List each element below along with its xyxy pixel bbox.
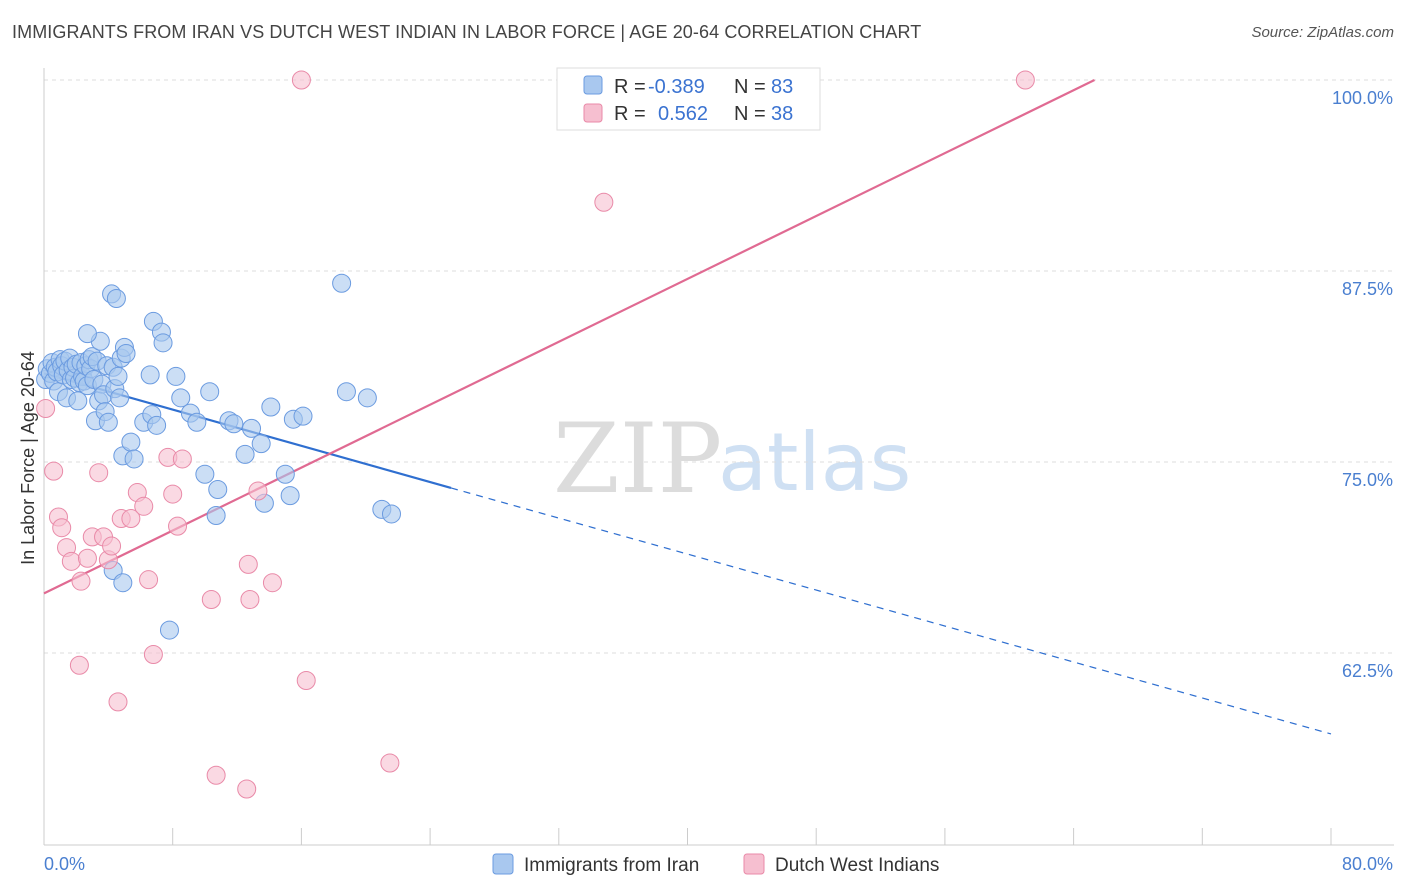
point-dutch-west-indian <box>108 692 128 712</box>
chart-source: Source: ZipAtlas.com <box>1251 24 1394 41</box>
legend-r-label-dutch: R = <box>614 103 646 125</box>
point-iran <box>113 573 133 593</box>
point-dutch-west-indian <box>121 509 141 529</box>
y-tick-label: 75.0% <box>1342 470 1393 490</box>
y-tick-label: 62.5% <box>1342 661 1393 681</box>
legend-r-value-dutch: 0.562 <box>658 103 708 125</box>
legend-swatch-dutch <box>583 103 603 123</box>
point-dutch-west-indian <box>134 496 154 516</box>
x-tick-label-max: 80.0% <box>1342 854 1393 874</box>
legend-r-label-iran: R = <box>614 76 646 98</box>
data-points <box>36 70 1035 799</box>
point-iran <box>121 432 141 452</box>
point-iran <box>336 382 356 402</box>
point-dutch-west-indian <box>77 548 97 568</box>
point-iran <box>77 324 97 344</box>
point-iran <box>200 382 220 402</box>
point-iran <box>106 289 126 309</box>
point-iran <box>332 273 352 293</box>
point-iran <box>242 418 262 438</box>
point-iran <box>280 486 300 506</box>
watermark: ZIP atlas <box>553 403 911 515</box>
point-dutch-west-indian <box>143 645 163 665</box>
point-dutch-west-indian <box>206 765 226 785</box>
watermark-zip: ZIP <box>553 403 722 515</box>
bottom-legend: Immigrants from Iran Dutch West Indians <box>492 853 939 876</box>
y-tick-label: 87.5% <box>1342 279 1393 299</box>
point-iran <box>187 412 207 432</box>
point-iran <box>159 620 179 640</box>
point-iran <box>381 504 401 524</box>
legend-r-value-iran: -0.389 <box>648 76 705 98</box>
point-dutch-west-indian <box>237 779 257 799</box>
point-iran <box>261 397 281 417</box>
axes <box>43 68 1394 846</box>
point-dutch-west-indian <box>44 461 64 481</box>
point-iran <box>98 412 118 432</box>
point-iran <box>224 414 244 434</box>
point-dutch-west-indian <box>172 449 192 469</box>
point-dutch-west-indian <box>238 554 258 574</box>
point-dutch-west-indian <box>1015 70 1035 90</box>
point-iran <box>251 434 271 454</box>
point-dutch-west-indian <box>248 481 268 501</box>
point-dutch-west-indian <box>201 590 221 610</box>
point-iran <box>124 449 144 469</box>
point-iran <box>195 464 215 484</box>
point-iran <box>116 344 136 364</box>
point-dutch-west-indian <box>36 399 56 419</box>
point-iran <box>171 388 191 408</box>
point-dutch-west-indian <box>52 518 72 538</box>
x-tick-label-min: 0.0% <box>44 854 85 874</box>
point-iran <box>208 480 228 500</box>
point-dutch-west-indian <box>89 463 109 483</box>
legend-n-value-iran: 83 <box>771 76 793 98</box>
point-dutch-west-indian <box>380 753 400 773</box>
bottom-legend-swatch-iran <box>492 853 514 875</box>
point-dutch-west-indian <box>594 192 614 212</box>
trend-line-dutch-west-indian <box>43 79 1095 595</box>
point-dutch-west-indian <box>61 551 81 571</box>
point-iran <box>110 388 130 408</box>
point-iran <box>166 366 186 386</box>
point-dutch-west-indian <box>139 570 159 590</box>
point-iran <box>206 505 226 525</box>
point-dutch-west-indian <box>69 655 89 675</box>
legend-n-value-dutch: 38 <box>771 103 793 125</box>
bottom-legend-label-iran: Immigrants from Iran <box>524 855 699 876</box>
chart-title: IMMIGRANTS FROM IRAN VS DUTCH WEST INDIA… <box>12 22 922 42</box>
legend-n-label-dutch: N = <box>734 103 766 125</box>
point-iran <box>357 388 377 408</box>
point-iran <box>275 464 295 484</box>
point-dutch-west-indian <box>240 590 260 610</box>
point-dutch-west-indian <box>291 70 311 90</box>
point-dutch-west-indian <box>71 571 91 591</box>
bottom-legend-label-dutch: Dutch West Indians <box>775 855 939 876</box>
point-iran <box>235 444 255 464</box>
y-tick-label: 100.0% <box>1332 88 1393 108</box>
trend-line-iran-extension <box>450 487 1332 735</box>
y-axis-label: In Labor Force | Age 20-64 <box>18 351 38 565</box>
legend-n-label-iran: N = <box>734 76 766 98</box>
tick-labels: 62.5% 75.0% 87.5% 100.0% 0.0% 80.0% <box>44 88 1393 874</box>
point-dutch-west-indian <box>262 573 282 593</box>
point-iran <box>108 366 128 386</box>
point-iran <box>293 406 313 426</box>
point-iran <box>147 415 167 435</box>
point-dutch-west-indian <box>102 536 122 556</box>
point-iran <box>140 365 160 385</box>
point-dutch-west-indian <box>163 484 183 504</box>
point-dutch-west-indian <box>168 516 188 536</box>
point-iran <box>68 391 88 411</box>
point-dutch-west-indian <box>296 671 316 691</box>
legend-swatch-iran <box>583 75 603 95</box>
bottom-legend-swatch-dutch <box>743 853 765 875</box>
point-iran <box>153 333 173 353</box>
legend: R = -0.389 N = 83 R = 0.562 N = 38 <box>556 67 821 131</box>
